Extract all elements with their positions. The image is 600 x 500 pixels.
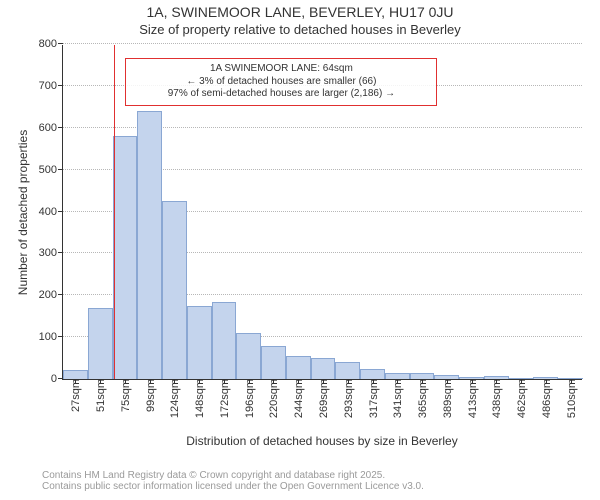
y-tick-label: 0	[51, 373, 63, 385]
x-tick-label: 51sqm	[93, 379, 107, 412]
x-tick-label: 413sqm	[465, 379, 479, 418]
x-tick-label: 99sqm	[143, 379, 157, 412]
bar	[212, 302, 237, 379]
annotation-box: 1A SWINEMOOR LANE: 64sqm← 3% of detached…	[125, 58, 437, 106]
bar	[360, 369, 385, 379]
plot-area: 010020030040050060070080027sqm51sqm75sqm…	[62, 45, 582, 380]
x-tick-label: 244sqm	[291, 379, 305, 418]
x-tick-label: 196sqm	[242, 379, 256, 418]
x-tick-label: 269sqm	[316, 379, 330, 418]
x-tick-label: 462sqm	[514, 379, 528, 418]
annotation-line: ← 3% of detached houses are smaller (66)	[132, 76, 430, 89]
property-size-marker	[114, 45, 115, 379]
x-tick-label: 365sqm	[415, 379, 429, 418]
y-tick-label: 400	[39, 206, 63, 218]
bar	[63, 370, 88, 379]
annotation-line: 97% of semi-detached houses are larger (…	[132, 88, 430, 101]
footer-attribution: Contains HM Land Registry data © Crown c…	[42, 470, 424, 492]
y-tick-label: 700	[39, 80, 63, 92]
x-tick-label: 124sqm	[167, 379, 181, 418]
x-tick-label: 438sqm	[489, 379, 503, 418]
bar	[311, 358, 336, 379]
bar	[286, 356, 311, 379]
bar	[261, 346, 286, 380]
y-tick-label: 200	[39, 289, 63, 301]
x-tick-label: 293sqm	[341, 379, 355, 418]
x-tick-label: 341sqm	[390, 379, 404, 418]
bar	[113, 136, 138, 379]
bar	[335, 362, 360, 379]
bar	[88, 308, 113, 379]
y-tick-label: 600	[39, 122, 63, 134]
y-gridline	[63, 43, 582, 44]
footer-line: Contains public sector information licen…	[42, 481, 424, 492]
y-tick-label: 800	[39, 38, 63, 50]
x-tick-label: 486sqm	[539, 379, 553, 418]
x-tick-label: 75sqm	[118, 379, 132, 412]
bar	[162, 201, 187, 379]
x-tick-label: 27sqm	[68, 379, 82, 412]
annotation-line: 1A SWINEMOOR LANE: 64sqm	[132, 63, 430, 76]
bar	[187, 306, 212, 379]
x-tick-label: 510sqm	[564, 379, 578, 418]
footer-line: Contains HM Land Registry data © Crown c…	[42, 470, 424, 481]
title-main: 1A, SWINEMOOR LANE, BEVERLEY, HU17 0JU	[0, 4, 600, 20]
x-tick-label: 172sqm	[217, 379, 231, 418]
x-tick-label: 317sqm	[366, 379, 380, 418]
y-tick-label: 300	[39, 247, 63, 259]
title-sub: Size of property relative to detached ho…	[0, 22, 600, 37]
bar	[137, 111, 162, 379]
y-tick-label: 100	[39, 331, 63, 343]
y-tick-label: 500	[39, 164, 63, 176]
x-tick-label: 389sqm	[440, 379, 454, 418]
x-tick-label: 220sqm	[266, 379, 280, 418]
y-axis-label: Number of detached properties	[16, 45, 30, 380]
x-axis-label: Distribution of detached houses by size …	[62, 434, 582, 448]
bar	[236, 333, 261, 379]
x-tick-label: 148sqm	[192, 379, 206, 418]
